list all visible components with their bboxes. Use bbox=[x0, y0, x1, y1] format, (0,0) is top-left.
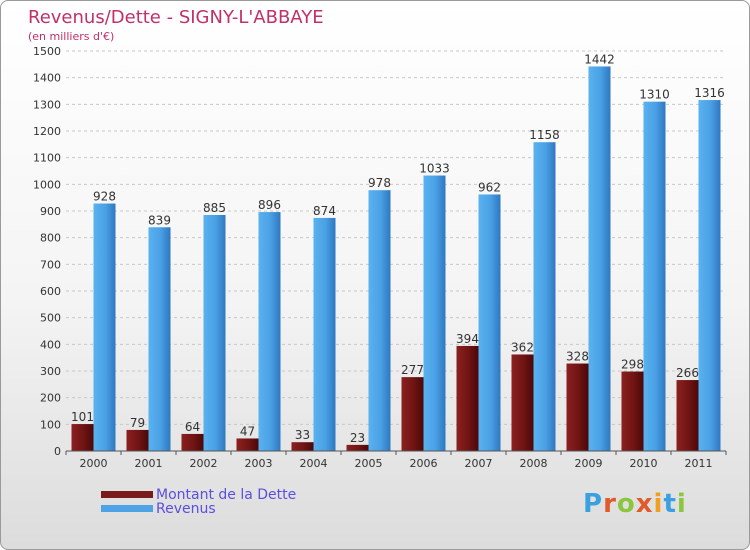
data-label-dette: 33 bbox=[295, 428, 310, 442]
bar-revenus bbox=[148, 227, 171, 451]
bar-revenus bbox=[93, 203, 116, 451]
data-label-dette: 266 bbox=[676, 366, 699, 380]
bar-dette bbox=[71, 424, 94, 451]
bar-revenus bbox=[368, 190, 391, 451]
bar-revenus bbox=[478, 194, 501, 451]
y-tick-label: 100 bbox=[40, 418, 61, 431]
data-label-revenus: 1442 bbox=[584, 52, 615, 66]
chart-title: Revenus/Dette - SIGNY-L'ABBAYE bbox=[28, 7, 324, 28]
chart-subtitle: (en milliers d'€) bbox=[28, 30, 115, 43]
y-tick-label: 400 bbox=[40, 338, 61, 351]
y-tick-label: 1400 bbox=[33, 72, 61, 85]
bar-dette bbox=[346, 444, 369, 451]
data-label-dette: 23 bbox=[350, 431, 365, 445]
bar-dette bbox=[566, 363, 589, 451]
bar-revenus bbox=[423, 175, 446, 452]
data-label-revenus: 885 bbox=[203, 201, 226, 215]
data-label-dette: 101 bbox=[71, 410, 94, 424]
y-tick-label: 1300 bbox=[33, 98, 61, 111]
logo-letter: i bbox=[653, 489, 664, 519]
y-tick-label: 700 bbox=[40, 258, 61, 271]
bars bbox=[71, 66, 721, 452]
bar-dette bbox=[401, 377, 424, 451]
data-label-revenus: 896 bbox=[258, 198, 281, 212]
y-tick-label: 900 bbox=[40, 205, 61, 218]
data-label-dette: 328 bbox=[566, 350, 589, 364]
data-label-dette: 277 bbox=[401, 363, 424, 377]
data-label-revenus: 1033 bbox=[419, 162, 450, 176]
bar-dette bbox=[676, 380, 699, 451]
logo-letter: r bbox=[603, 489, 617, 519]
legend-label-dette: Montant de la Dette bbox=[156, 487, 297, 503]
data-label-revenus: 962 bbox=[478, 180, 501, 194]
y-tick-label: 800 bbox=[40, 232, 61, 245]
y-tick-label: 200 bbox=[40, 392, 61, 405]
data-label-revenus: 1316 bbox=[694, 86, 725, 100]
logo-letter: o bbox=[616, 489, 636, 519]
y-axis-ticks: 0 100 200 300 400 500 600 700 800 900 1000 1100 1200… bbox=[33, 45, 61, 458]
logo-letter: i bbox=[676, 489, 687, 519]
legend-swatch-dette bbox=[101, 491, 153, 498]
bar-revenus bbox=[643, 101, 666, 452]
bar-dette bbox=[621, 371, 644, 451]
data-labels: 101 928 79 839 64 885 47 896 33 874 23 978 277 1033 39… bbox=[71, 52, 725, 444]
y-tick-label: 1500 bbox=[33, 45, 61, 58]
bar-chart: 0 100 200 300 400 500 600 700 800 900 1000 1100 1200… bbox=[33, 45, 727, 470]
bar-dette bbox=[291, 442, 314, 451]
data-label-dette: 362 bbox=[511, 340, 534, 354]
grid-lines bbox=[66, 50, 726, 452]
y-tick-label: 1100 bbox=[33, 152, 61, 165]
y-tick-label: 1200 bbox=[33, 125, 61, 138]
data-label-dette: 47 bbox=[240, 424, 255, 438]
x-tick-label: 2006 bbox=[410, 457, 438, 470]
logo-letter: t bbox=[663, 489, 677, 519]
data-label-revenus: 874 bbox=[313, 204, 336, 218]
y-tick-label: 500 bbox=[40, 312, 61, 325]
data-label-revenus: 1158 bbox=[529, 128, 560, 142]
y-tick-label: 1000 bbox=[33, 178, 61, 191]
x-tick-label: 2007 bbox=[465, 457, 493, 470]
logo-letter: P bbox=[583, 489, 604, 519]
logo-letter: x bbox=[635, 489, 654, 519]
bar-revenus bbox=[533, 142, 556, 451]
proxiti-logo: Proxiti bbox=[583, 489, 687, 519]
y-tick-label: 300 bbox=[40, 365, 61, 378]
x-tick-label: 2003 bbox=[245, 457, 273, 470]
legend-swatch-revenus bbox=[101, 505, 153, 512]
x-tick-label: 2008 bbox=[520, 457, 548, 470]
x-tick-label: 2009 bbox=[575, 457, 603, 470]
data-label-dette: 64 bbox=[185, 420, 200, 434]
x-tick-label: 2000 bbox=[80, 457, 108, 470]
data-label-dette: 298 bbox=[621, 358, 644, 372]
bar-dette bbox=[181, 433, 204, 451]
x-tick-label: 2010 bbox=[630, 457, 658, 470]
x-tick-label: 2005 bbox=[355, 457, 383, 470]
bar-revenus bbox=[588, 66, 611, 451]
data-label-revenus: 1310 bbox=[639, 88, 670, 102]
bar-dette bbox=[456, 345, 479, 451]
x-tick-label: 2004 bbox=[300, 457, 328, 470]
data-label-revenus: 978 bbox=[368, 176, 391, 190]
data-label-revenus: 839 bbox=[148, 213, 171, 227]
data-label-dette: 394 bbox=[456, 332, 479, 346]
legend-label-revenus: Revenus bbox=[156, 501, 216, 517]
data-label-dette: 79 bbox=[130, 416, 145, 430]
y-tick-label: 600 bbox=[40, 285, 61, 298]
bar-revenus bbox=[203, 215, 226, 451]
y-tick-label: 0 bbox=[54, 445, 61, 458]
bar-revenus bbox=[698, 100, 721, 452]
data-label-revenus: 928 bbox=[93, 190, 116, 204]
bar-revenus bbox=[313, 217, 336, 451]
x-tick-label: 2011 bbox=[685, 457, 713, 470]
bar-revenus bbox=[258, 212, 281, 451]
bar-dette bbox=[236, 438, 259, 451]
x-tick-label: 2001 bbox=[135, 457, 163, 470]
bar-dette bbox=[511, 354, 534, 451]
x-tick-label: 2002 bbox=[190, 457, 218, 470]
bar-dette bbox=[126, 429, 149, 451]
x-axis-ticks: 2000 2001 2002 2003 2004 2005 2006 2007 2008 2009… bbox=[65, 451, 727, 470]
